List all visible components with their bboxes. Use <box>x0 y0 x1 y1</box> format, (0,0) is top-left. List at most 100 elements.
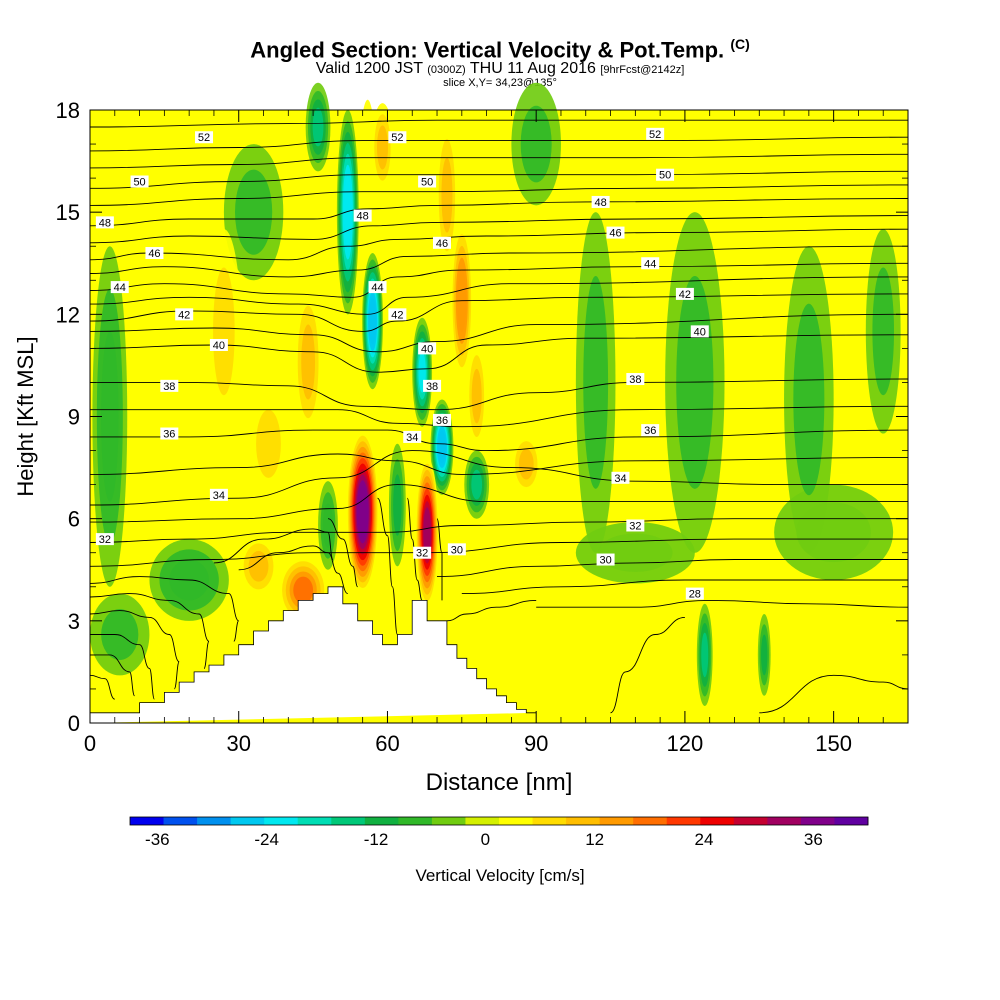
contour-label-box <box>209 338 228 351</box>
contour-label-box <box>656 168 675 181</box>
velocity-band <box>471 368 482 424</box>
contour-label: 52 <box>649 129 661 141</box>
colorbar-swatch <box>767 817 802 825</box>
contour-label-box <box>160 427 179 440</box>
isentrope-line <box>610 616 685 714</box>
colorbar-swatch <box>331 817 366 825</box>
contour-label: 40 <box>213 340 225 352</box>
contour-label-box <box>418 175 437 188</box>
chart-title: Angled Section: Vertical Velocity & Pot.… <box>0 36 1000 63</box>
y-tick-label: 9 <box>68 405 80 430</box>
contour-label: 52 <box>391 132 403 144</box>
velocity-band <box>301 324 316 400</box>
x-tick-label: 30 <box>226 731 250 756</box>
isentrope-line <box>327 518 359 588</box>
contour-label-box <box>690 325 709 338</box>
x-axis-label: Distance [nm] <box>426 769 573 796</box>
colorbar-frame <box>129 816 869 826</box>
contour-label: 40 <box>421 343 433 355</box>
contour-label: 40 <box>694 326 706 338</box>
contour-label-box <box>195 131 214 144</box>
valid-time-line: Valid 1200 JST (0300Z) THU 11 Aug 2016 [… <box>0 60 1000 79</box>
contour-label: 42 <box>391 309 403 321</box>
contour-label: 36 <box>644 425 656 437</box>
contour-label: 48 <box>99 217 111 229</box>
colorbar-swatch <box>398 817 433 825</box>
valid-time-text: Valid 1200 JST <box>315 60 423 77</box>
velocity-band <box>357 485 368 538</box>
terrain <box>89 586 537 723</box>
velocity-band <box>423 507 431 558</box>
colorbar-swatch <box>163 817 198 825</box>
contour-label: 38 <box>426 381 438 393</box>
chart-title-main: Angled Section: Vertical Velocity & Pot.… <box>250 37 725 63</box>
contour-label-box <box>353 209 372 222</box>
contour-label: 38 <box>629 374 641 386</box>
colorbar-swatch <box>800 817 835 825</box>
y-tick-label: 3 <box>68 609 80 634</box>
isentrope-line <box>89 153 909 169</box>
contour-label: 46 <box>148 248 160 260</box>
x-tick-label: 120 <box>667 731 704 756</box>
contour-label: 34 <box>406 432 418 444</box>
isentrope-line <box>89 610 180 690</box>
contour-label-box <box>685 587 704 600</box>
velocity-band <box>293 576 314 604</box>
contour-label-box <box>641 257 660 270</box>
velocity-band <box>322 503 333 548</box>
contour-label-box <box>447 543 466 556</box>
isentrope-line <box>89 293 909 332</box>
velocity-band <box>376 125 388 170</box>
colorbar-tick-label: -24 <box>254 830 279 849</box>
colorbar-swatch <box>532 817 567 825</box>
isentrope-line <box>89 184 909 206</box>
colorbar-swatch <box>297 817 332 825</box>
colorbar-swatch <box>197 817 232 825</box>
colorbar-swatch <box>666 817 701 825</box>
contour-label: 34 <box>614 473 626 485</box>
isentrope-line <box>89 453 909 475</box>
contour-label-box <box>110 281 129 294</box>
colorbar-tick-label: -36 <box>145 830 170 849</box>
isentrope-line <box>90 654 136 697</box>
velocity-band <box>518 448 534 480</box>
y-tick-label: 18 <box>56 98 80 123</box>
contour-label: 32 <box>416 548 428 560</box>
contour-label: 46 <box>436 238 448 250</box>
colorbar-swatch <box>733 817 768 825</box>
isentrope-line <box>89 245 909 278</box>
velocity-field <box>90 82 908 723</box>
contour-label: 48 <box>595 197 607 209</box>
x-tick-label: 60 <box>375 731 399 756</box>
isentrope-line <box>89 198 909 227</box>
isentrope-line <box>377 497 398 635</box>
velocity-band <box>701 632 709 678</box>
isentrope-line <box>461 579 908 595</box>
contour-label-box <box>432 236 451 249</box>
colorbar-label: Vertical Velocity [cm/s] <box>415 866 584 885</box>
contour-label: 50 <box>421 177 433 189</box>
utc-time-text: (0300Z) <box>427 64 466 76</box>
contour-label: 32 <box>99 534 111 546</box>
colorbar-swatch <box>566 817 601 825</box>
velocity-band <box>248 551 269 582</box>
colorbar-tick-label: 0 <box>481 830 490 849</box>
velocity-band <box>520 105 552 183</box>
isentrope-lines <box>89 119 909 714</box>
velocity-band <box>343 175 352 249</box>
contour-label: 42 <box>679 289 691 301</box>
contour-label-box <box>145 247 164 260</box>
y-tick-label: 0 <box>68 711 80 736</box>
colorbar-swatch <box>499 817 533 825</box>
contour-label-box <box>591 195 610 208</box>
colorbar-swatch <box>364 817 399 825</box>
colorbar-tick-label: -12 <box>364 830 389 849</box>
contour-label: 36 <box>436 415 448 427</box>
contour-label-box <box>423 379 442 392</box>
contour-label: 50 <box>659 170 671 182</box>
colorbar-tick-label: 24 <box>695 830 714 849</box>
contour-label: 44 <box>644 258 656 270</box>
colorbar-swatch <box>465 817 500 825</box>
velocity-band <box>771 626 797 670</box>
